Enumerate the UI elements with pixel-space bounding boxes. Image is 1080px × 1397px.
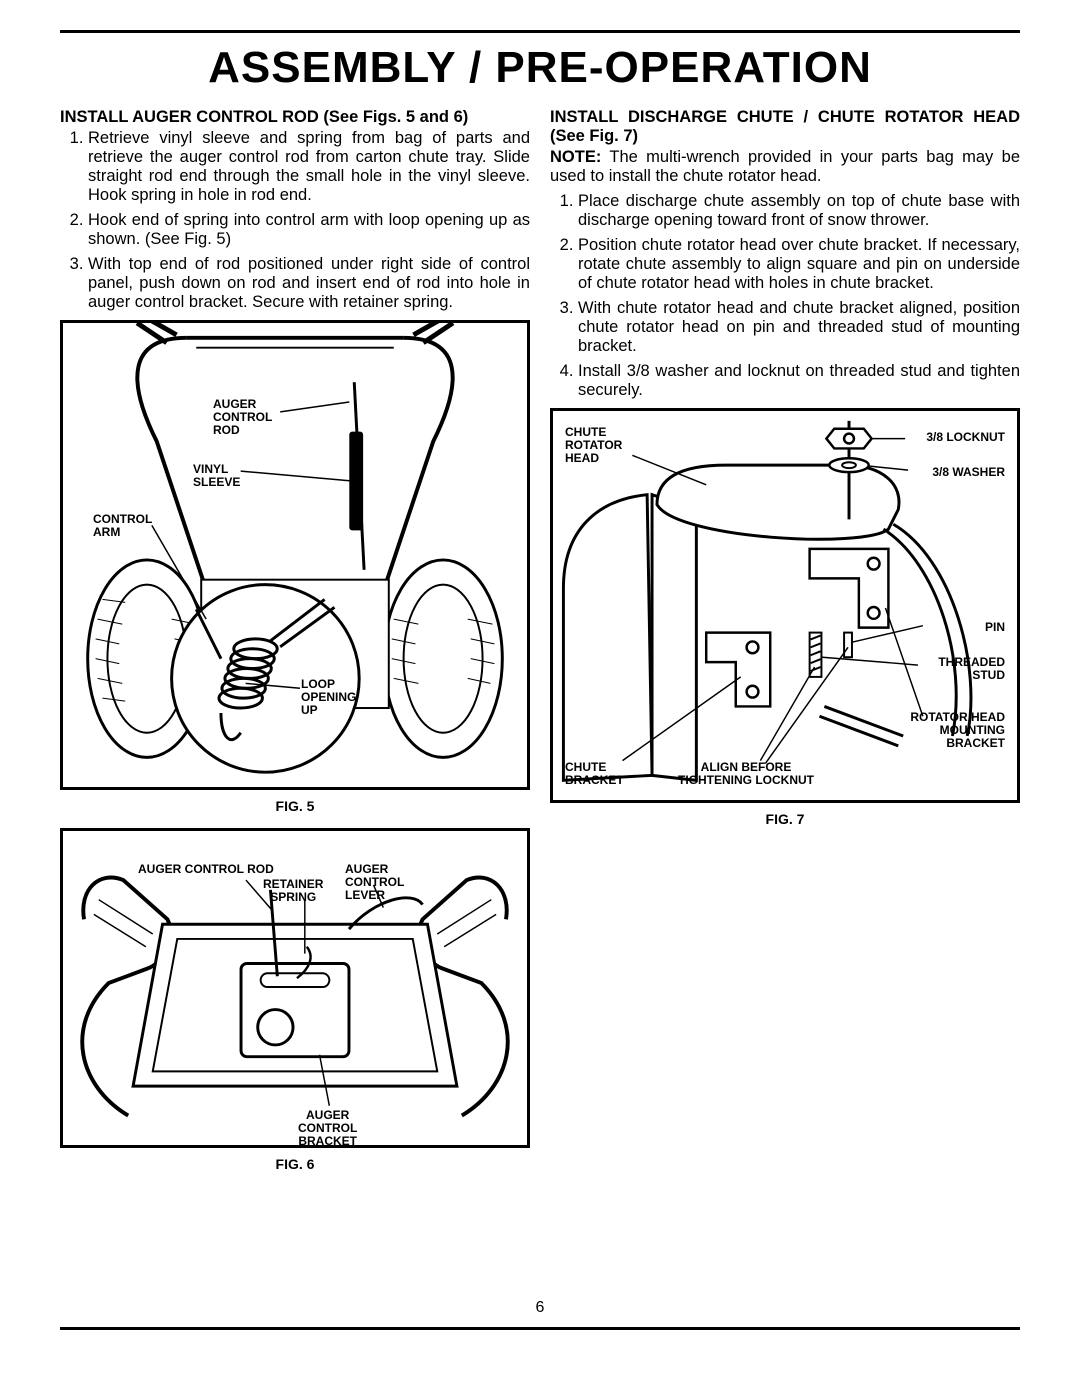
label-loop-opening-up: LOOP OPENING UP <box>301 678 356 718</box>
figure-5-caption: FIG. 5 <box>60 798 530 814</box>
label-auger-control-bracket: AUGER CONTROL BRACKET <box>298 1109 357 1149</box>
left-steps: Retrieve vinyl sleeve and spring from ba… <box>60 129 530 312</box>
left-column: INSTALL AUGER CONTROL ROD (See Figs. 5 a… <box>60 108 530 1186</box>
figure-6-caption: FIG. 6 <box>60 1156 530 1172</box>
list-item: Install 3/8 washer and locknut on thread… <box>578 362 1020 400</box>
page-title: ASSEMBLY / PRE-OPERATION <box>60 43 1020 93</box>
note-paragraph: NOTE: The multi-wrench provided in your … <box>550 148 1020 186</box>
two-column-layout: INSTALL AUGER CONTROL ROD (See Figs. 5 a… <box>60 108 1020 1186</box>
label-chute-rotator-head: CHUTE ROTATOR HEAD <box>565 426 622 466</box>
page: ASSEMBLY / PRE-OPERATION INSTALL AUGER C… <box>0 0 1080 1397</box>
label-locknut: 3/8 LOCKNUT <box>926 431 1005 444</box>
list-item: Position chute rotator head over chute b… <box>578 236 1020 293</box>
list-item: With top end of rod positioned under rig… <box>88 255 530 312</box>
label-rotator-head-mounting-bracket: ROTATOR HEAD MOUNTING BRACKET <box>910 711 1005 751</box>
label-control-arm: CONTROL ARM <box>93 513 152 539</box>
right-column: INSTALL DISCHARGE CHUTE / CHUTE ROTATOR … <box>550 108 1020 1186</box>
content-frame: ASSEMBLY / PRE-OPERATION INSTALL AUGER C… <box>60 30 1020 1330</box>
label-align-before: ALIGN BEFORE TIGHTENING LOCKNUT <box>678 761 814 787</box>
label-pin: PIN <box>985 621 1005 634</box>
figure-5: AUGER CONTROL ROD VINYL SLEEVE CONTROL A… <box>60 320 530 790</box>
label-auger-control-rod: AUGER CONTROL ROD <box>213 398 272 438</box>
list-item: Place discharge chute assembly on top of… <box>578 192 1020 230</box>
right-heading: INSTALL DISCHARGE CHUTE / CHUTE ROTATOR … <box>550 108 1020 146</box>
figure-6: AUGER CONTROL ROD RETAINER SPRING AUGER … <box>60 828 530 1148</box>
figure-7: CHUTE ROTATOR HEAD 3/8 LOCKNUT 3/8 WASHE… <box>550 408 1020 803</box>
label-auger-control-lever: AUGER CONTROL LEVER <box>345 863 404 903</box>
figure-5-diagram <box>63 323 527 787</box>
label-washer: 3/8 WASHER <box>932 466 1005 479</box>
label-auger-control-rod-6: AUGER CONTROL ROD <box>138 863 274 876</box>
left-heading: INSTALL AUGER CONTROL ROD (See Figs. 5 a… <box>60 108 530 127</box>
label-chute-bracket: CHUTE BRACKET <box>565 761 624 787</box>
page-number: 6 <box>60 1299 1020 1317</box>
note-label: NOTE: <box>550 148 601 166</box>
label-threaded-stud: THREADED STUD <box>938 656 1005 682</box>
list-item: Hook end of spring into control arm with… <box>88 211 530 249</box>
figure-7-caption: FIG. 7 <box>550 811 1020 827</box>
right-steps: Place discharge chute assembly on top of… <box>550 192 1020 400</box>
label-retainer-spring: RETAINER SPRING <box>263 878 323 904</box>
list-item: Retrieve vinyl sleeve and spring from ba… <box>88 129 530 205</box>
list-item: With chute rotator head and chute bracke… <box>578 299 1020 356</box>
label-vinyl-sleeve: VINYL SLEEVE <box>193 463 240 489</box>
note-text: The multi-wrench provided in your parts … <box>550 148 1020 185</box>
